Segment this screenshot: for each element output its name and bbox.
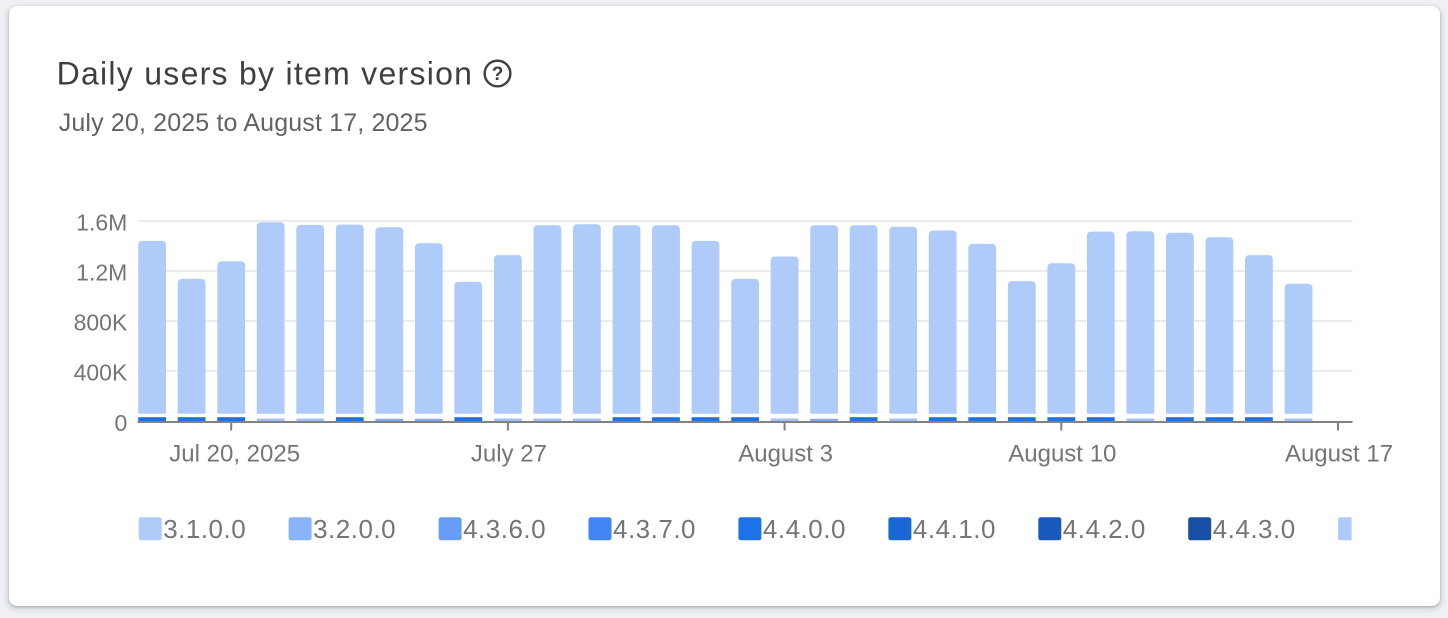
svg-text:August 10: August 10: [1008, 441, 1116, 468]
svg-text:Jul 20, 2025: Jul 20, 2025: [169, 441, 300, 468]
svg-text:July 27: July 27: [471, 441, 547, 468]
svg-text:4.4.0.0: 4.4.0.0: [763, 514, 846, 544]
svg-text:?: ?: [492, 64, 504, 85]
svg-text:4.4.2.0: 4.4.2.0: [1063, 514, 1146, 544]
svg-text:0: 0: [115, 410, 128, 436]
svg-text:400K: 400K: [74, 360, 128, 386]
svg-text:4.3.7.0: 4.3.7.0: [613, 514, 696, 544]
svg-text:1.2M: 1.2M: [76, 260, 127, 286]
svg-text:3.2.0.0: 3.2.0.0: [313, 514, 396, 544]
svg-text:4.4.3.0: 4.4.3.0: [1213, 514, 1296, 544]
svg-text:August 3: August 3: [738, 441, 833, 468]
svg-text:800K: 800K: [74, 310, 128, 336]
svg-text:July 20, 2025 to August 17, 20: July 20, 2025 to August 17, 2025: [59, 109, 428, 137]
svg-text:August 17: August 17: [1285, 441, 1393, 468]
svg-text:4.4.1.0: 4.4.1.0: [913, 514, 996, 544]
svg-text:4.3.6.0: 4.3.6.0: [463, 514, 546, 544]
svg-text:3.1.0.0: 3.1.0.0: [163, 514, 246, 544]
svg-text:1.6M: 1.6M: [76, 210, 127, 236]
svg-text:Daily users by item version: Daily users by item version: [57, 56, 474, 92]
